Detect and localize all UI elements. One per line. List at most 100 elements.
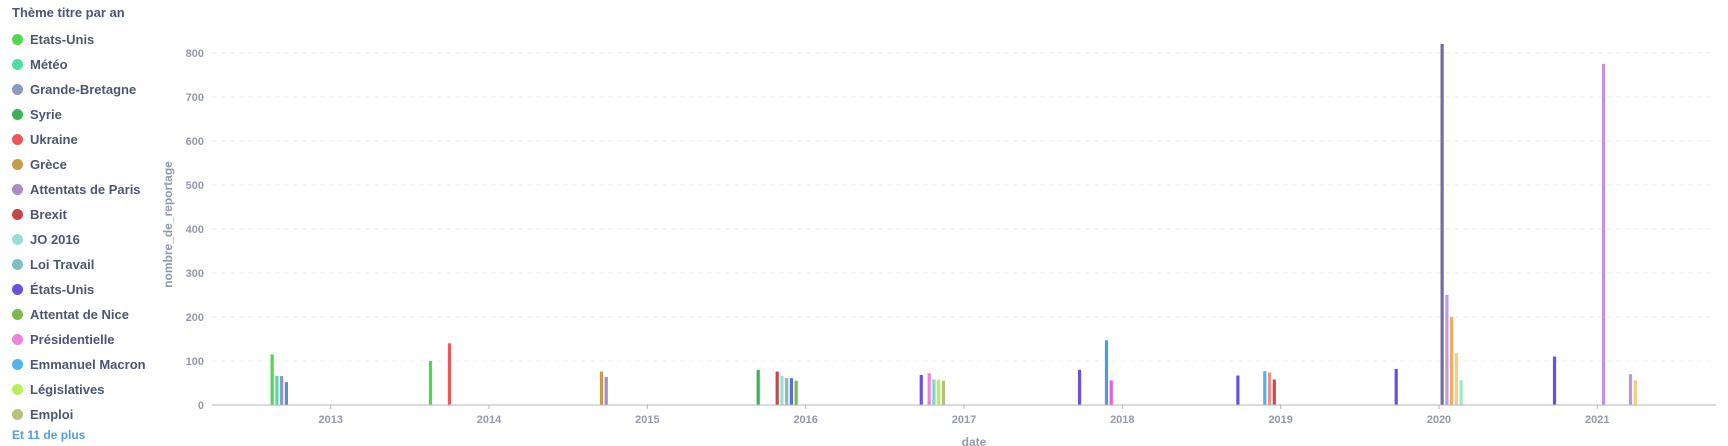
bar[interactable] xyxy=(1633,380,1637,405)
legend-item-label: Législatives xyxy=(30,382,105,397)
legend-color-dot xyxy=(12,59,23,70)
x-tick-label: 2018 xyxy=(1110,414,1134,426)
bar[interactable] xyxy=(785,378,789,405)
legend-color-dot xyxy=(12,84,23,95)
legend-item[interactable]: Emploi xyxy=(12,402,162,427)
legend-item[interactable]: Ukraine xyxy=(12,127,162,152)
x-tick-label: 2020 xyxy=(1427,414,1451,426)
bar[interactable] xyxy=(604,376,608,405)
legend-item-label: Emmanuel Macron xyxy=(30,357,146,372)
legend-item[interactable]: Grèce xyxy=(12,152,162,177)
bar[interactable] xyxy=(1267,372,1272,405)
bar[interactable] xyxy=(1394,368,1398,405)
legend-color-dot xyxy=(12,284,23,295)
bar[interactable] xyxy=(756,369,760,405)
y-tick-label: 700 xyxy=(186,92,204,104)
bar[interactable] xyxy=(937,379,941,405)
bar[interactable] xyxy=(775,371,779,405)
legend-color-dot xyxy=(12,184,23,195)
bars xyxy=(270,44,1637,405)
y-tick-label: 400 xyxy=(186,224,204,236)
x-tick-label: 2014 xyxy=(477,414,502,426)
legend-color-dot xyxy=(12,234,23,245)
legend-item[interactable]: Emmanuel Macron xyxy=(12,352,162,377)
y-tick-label: 300 xyxy=(186,268,204,280)
bar[interactable] xyxy=(447,343,452,405)
bar[interactable] xyxy=(927,373,931,405)
bar[interactable] xyxy=(1601,63,1606,405)
grid-lines xyxy=(212,52,1716,362)
y-tick-label: 500 xyxy=(186,180,204,192)
bar[interactable] xyxy=(1440,44,1444,405)
legend-item-label: Grèce xyxy=(30,157,67,172)
legend-item-label: Présidentielle xyxy=(30,332,115,347)
legend-item-label: Loi Travail xyxy=(30,257,95,272)
bar[interactable] xyxy=(794,380,798,405)
legend-item[interactable]: Météo xyxy=(12,52,162,77)
bar[interactable] xyxy=(280,375,284,405)
bar[interactable] xyxy=(1450,316,1454,405)
bar[interactable] xyxy=(1445,294,1449,405)
legend-color-dot xyxy=(12,209,23,220)
x-tick-label: 2013 xyxy=(318,414,342,426)
legend-item[interactable]: Grande-Bretagne xyxy=(12,77,162,102)
bar[interactable] xyxy=(1272,379,1276,405)
legend-item-label: Emploi xyxy=(30,407,74,422)
chart-legend: Thème titre par an Etats-Unis Météo Grande… xyxy=(12,4,162,442)
legend-color-dot xyxy=(12,384,23,395)
x-tick-label: 2017 xyxy=(952,414,976,426)
legend-color-dot xyxy=(12,159,23,170)
legend-item-label: JO 2016 xyxy=(30,232,80,247)
bar[interactable] xyxy=(428,360,433,405)
y-tick-label: 600 xyxy=(186,136,204,148)
legend-list: Etats-Unis Météo Grande-Bretagne Syrie Ukrai… xyxy=(12,27,162,427)
y-axis-title: nombre_de_reportage xyxy=(161,161,175,288)
legend-item[interactable]: Attentat de Nice xyxy=(12,302,162,327)
bar[interactable] xyxy=(1454,353,1458,405)
bar[interactable] xyxy=(1628,374,1633,405)
legend-item[interactable]: Brexit xyxy=(12,202,162,227)
axes: 0 100 200 300 400 500 600 700 800 2013 2014 2015 201… xyxy=(186,48,1716,426)
legend-color-dot xyxy=(12,409,23,420)
bar[interactable] xyxy=(919,375,923,405)
bar[interactable] xyxy=(1236,375,1240,405)
bar[interactable] xyxy=(1552,356,1557,405)
legend-color-dot xyxy=(12,134,23,145)
bar[interactable] xyxy=(599,371,604,405)
bar[interactable] xyxy=(1109,380,1113,405)
legend-more-link[interactable]: Et 11 de plus xyxy=(12,428,86,442)
legend-color-dot xyxy=(12,34,23,45)
legend-item-label: Ukraine xyxy=(30,132,78,147)
bar[interactable] xyxy=(270,354,274,405)
bar[interactable] xyxy=(284,382,289,405)
legend-item[interactable]: États-Unis xyxy=(12,277,162,302)
x-tick-label: 2016 xyxy=(793,414,817,426)
legend-item[interactable]: Syrie xyxy=(12,102,162,127)
legend-color-dot xyxy=(12,109,23,120)
bar[interactable] xyxy=(1104,340,1109,405)
bar[interactable] xyxy=(1263,371,1267,405)
bar[interactable] xyxy=(780,375,784,405)
x-tick-label: 2015 xyxy=(635,414,659,426)
legend-item[interactable]: Attentats de Paris xyxy=(12,177,162,202)
bar[interactable] xyxy=(275,375,279,405)
bar[interactable] xyxy=(941,380,946,405)
legend-color-dot xyxy=(12,359,23,370)
bar[interactable] xyxy=(1077,369,1082,405)
legend-item[interactable]: JO 2016 xyxy=(12,227,162,252)
bar[interactable] xyxy=(932,379,936,405)
legend-item-label: Attentats de Paris xyxy=(30,182,141,197)
legend-item-label: Brexit xyxy=(30,207,67,222)
legend-item[interactable]: Législatives xyxy=(12,377,162,402)
y-tick-label: 0 xyxy=(198,400,204,412)
bar[interactable] xyxy=(1459,380,1463,405)
legend-item[interactable]: Présidentielle xyxy=(12,327,162,352)
x-tick-label: 2019 xyxy=(1268,414,1292,426)
bar[interactable] xyxy=(789,378,794,405)
legend-item-label: Grande-Bretagne xyxy=(30,82,137,97)
legend-item-label: États-Unis xyxy=(30,282,95,297)
legend-item-label: Attentat de Nice xyxy=(30,307,129,322)
legend-item[interactable]: Loi Travail xyxy=(12,252,162,277)
legend-item[interactable]: Etats-Unis xyxy=(12,27,162,52)
